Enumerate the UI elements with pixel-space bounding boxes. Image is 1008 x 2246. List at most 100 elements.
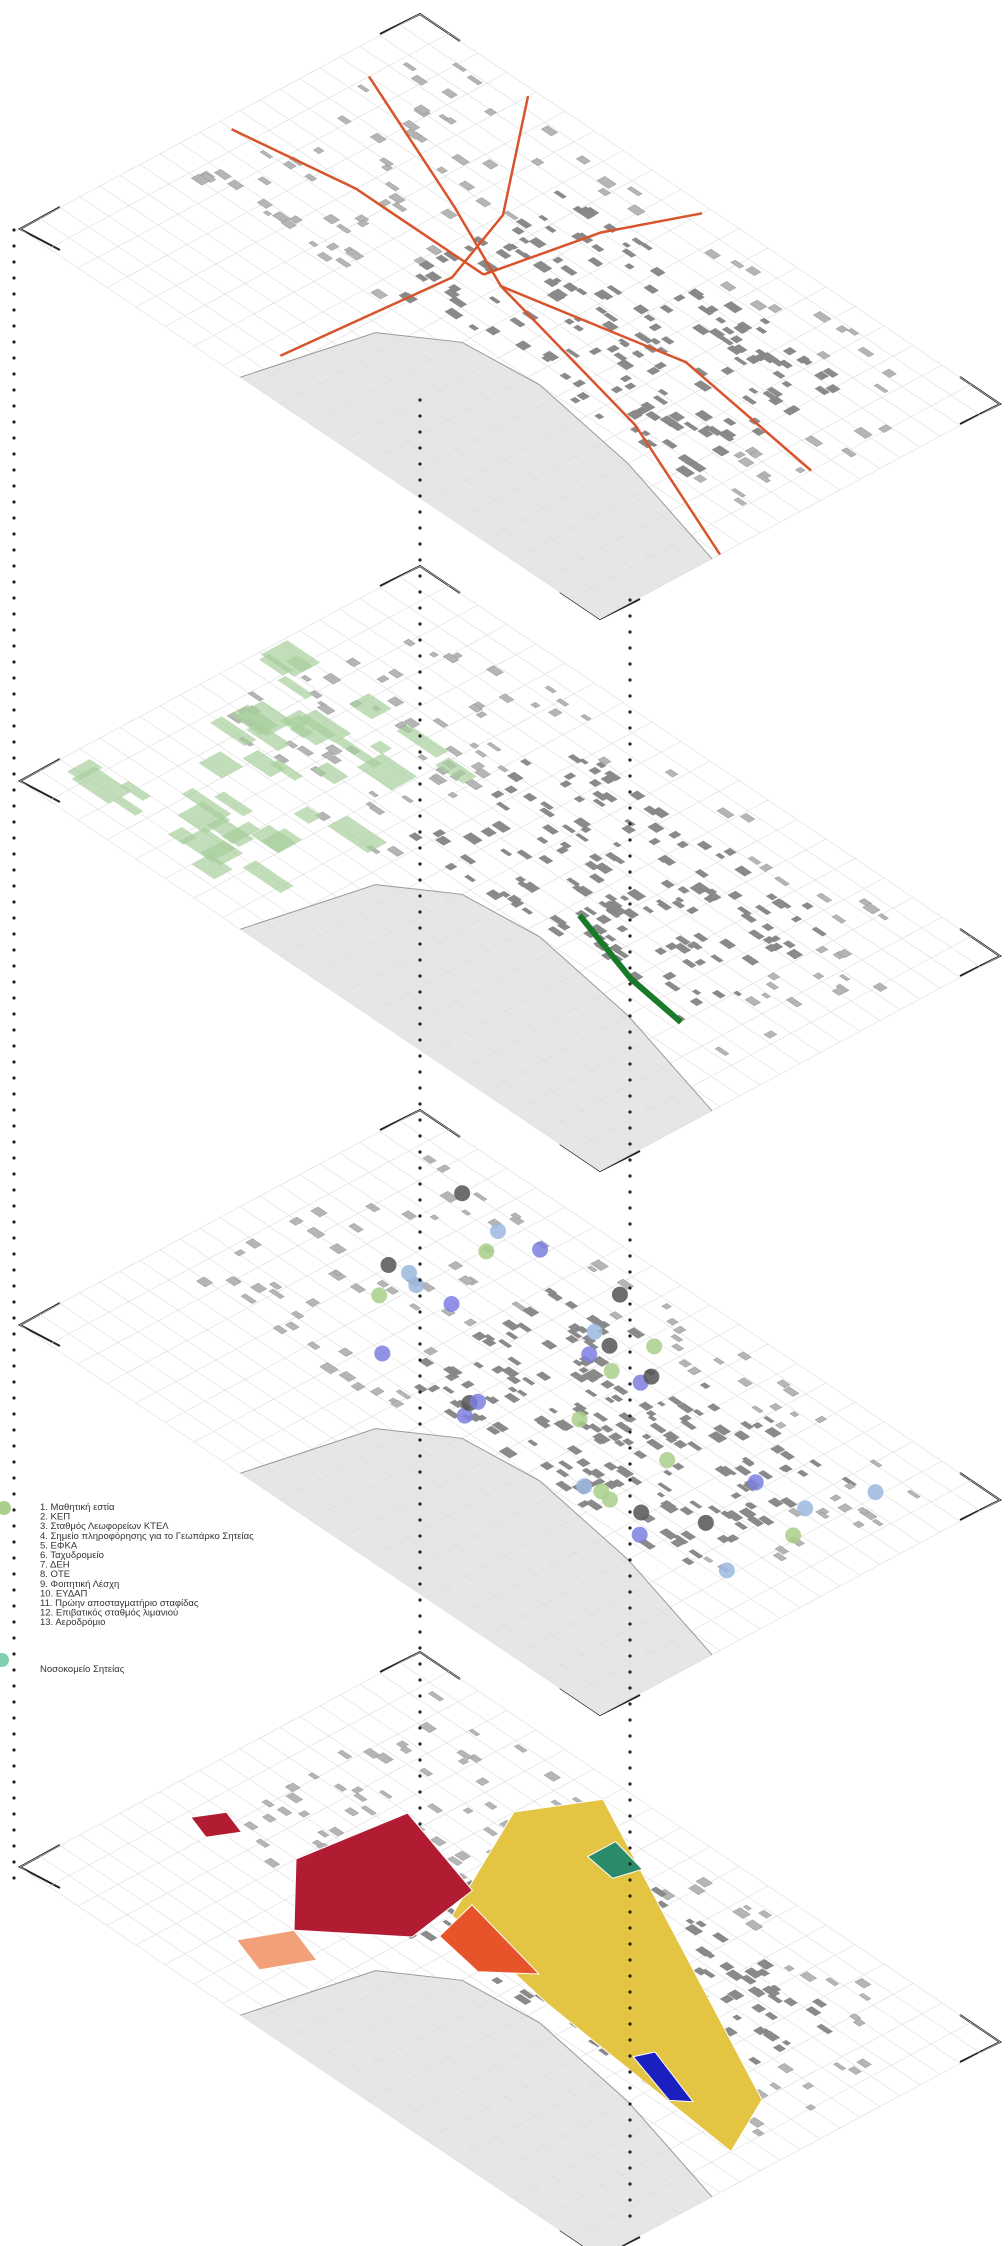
building xyxy=(801,2082,815,2090)
building xyxy=(538,854,554,865)
building xyxy=(759,352,778,364)
building xyxy=(542,824,559,835)
building xyxy=(429,1214,440,1221)
grid-line xyxy=(199,684,781,1075)
guide-dot xyxy=(12,612,16,616)
facility-marker xyxy=(469,1393,486,1410)
legend-dot xyxy=(0,1501,11,1515)
building xyxy=(611,906,628,916)
grid-line xyxy=(159,1249,741,1640)
building xyxy=(591,244,605,253)
building xyxy=(422,1155,437,1164)
building xyxy=(345,248,365,261)
building xyxy=(725,1969,745,1981)
grid-line xyxy=(59,1303,641,1694)
building xyxy=(661,438,678,449)
building xyxy=(333,1270,342,1276)
building xyxy=(506,771,524,783)
guide-dot xyxy=(418,1438,422,1442)
grid-line xyxy=(219,1217,801,1608)
building xyxy=(696,840,713,851)
building xyxy=(719,1961,735,1972)
grid-line xyxy=(425,838,827,1055)
guide-dot xyxy=(628,1894,632,1898)
building xyxy=(603,1461,618,1471)
building xyxy=(595,914,612,925)
building xyxy=(626,1327,646,1339)
building xyxy=(388,193,406,204)
building xyxy=(498,693,515,704)
building xyxy=(612,1385,629,1395)
facility-marker xyxy=(601,1337,618,1354)
building xyxy=(647,822,665,833)
grid-line xyxy=(425,286,827,503)
building xyxy=(573,817,591,829)
building xyxy=(285,1782,301,1793)
grid-line xyxy=(79,748,661,1139)
building xyxy=(509,317,526,328)
building xyxy=(578,758,589,765)
guide-dot xyxy=(628,694,632,698)
building xyxy=(672,1325,687,1335)
building xyxy=(657,1482,673,1493)
building xyxy=(491,1365,506,1374)
building xyxy=(567,1328,583,1339)
building xyxy=(642,906,655,914)
building xyxy=(378,1790,393,1799)
building xyxy=(594,413,605,420)
guide-dot xyxy=(418,942,422,946)
guide-dot xyxy=(418,878,422,882)
building xyxy=(401,795,414,803)
guide-dot xyxy=(418,798,422,802)
building xyxy=(718,938,737,950)
guide-dot xyxy=(628,598,632,602)
guide-dot xyxy=(12,388,16,392)
building xyxy=(751,2003,767,2013)
guide-dot xyxy=(418,1550,422,1554)
guide-dot xyxy=(628,710,632,714)
building xyxy=(815,945,829,954)
building xyxy=(675,465,696,478)
building xyxy=(756,1968,771,1977)
building xyxy=(678,1359,692,1368)
guide-dot xyxy=(12,1732,16,1736)
building xyxy=(783,1965,795,1972)
guide-dot xyxy=(12,900,16,904)
grid-line xyxy=(512,897,914,1113)
guide-dot xyxy=(418,1678,422,1682)
guide-dot xyxy=(418,1582,422,1586)
building xyxy=(533,1415,551,1426)
building xyxy=(280,219,297,230)
building xyxy=(693,474,708,483)
building xyxy=(507,1386,518,1393)
building xyxy=(447,791,459,799)
building xyxy=(877,913,889,921)
building xyxy=(668,830,682,839)
guide-dot xyxy=(628,1526,632,1530)
building xyxy=(616,1465,631,1475)
building xyxy=(413,1383,428,1393)
guide-dot xyxy=(628,1318,632,1322)
guide-dot xyxy=(418,1710,422,1714)
building xyxy=(670,1538,685,1548)
building xyxy=(769,1403,783,1411)
guide-dot xyxy=(418,654,422,658)
grid-line xyxy=(199,1228,781,1619)
guide-dot xyxy=(12,1540,16,1544)
building xyxy=(326,755,342,765)
building xyxy=(783,1997,798,2007)
building xyxy=(473,701,486,709)
building xyxy=(746,1516,765,1527)
guide-dot xyxy=(12,1076,16,1080)
facility-marker xyxy=(371,1287,388,1304)
guide-dot xyxy=(628,1590,632,1594)
guide-dot xyxy=(628,998,632,1002)
building xyxy=(481,1337,497,1347)
guide-dot xyxy=(12,1060,16,1064)
building xyxy=(584,1499,604,1511)
guide-dot xyxy=(12,1140,16,1144)
building xyxy=(654,947,668,956)
building xyxy=(425,244,443,256)
building xyxy=(869,1459,883,1468)
building xyxy=(333,1783,348,1792)
